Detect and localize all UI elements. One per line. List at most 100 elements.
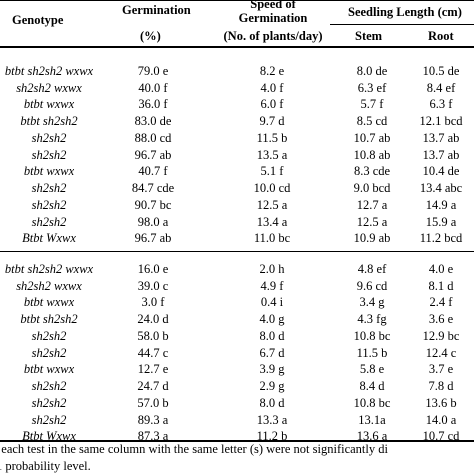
genotype-cell: btbt sh2sh2 [20,312,78,326]
germination-cell: 16.0 e [137,262,169,276]
root-cell: 10.5 de [422,64,460,78]
genotype-cell: sh2sh2 [31,329,67,343]
speed-cell: 3.9 g [259,362,285,376]
speed-cell: 2.9 g [259,379,285,393]
stem-cell: 8.4 d [359,379,385,393]
genotype-cell: sh2sh2 wxwx [16,279,82,293]
germination-cell: 90.7 bc [134,198,172,212]
header-germination-unit: (%) [140,29,161,43]
header-speed-unit: (No. of plants/day) [223,29,323,43]
seedling-rule [330,24,474,25]
genotype-cell: btbt wxwx [23,97,75,111]
root-cell: 12.4 c [425,346,457,360]
top-rule [0,0,474,1]
genotype-cell: btbt sh2sh2 wxwx [4,64,94,78]
footnote-line1: r each test in the same column with the … [0,442,388,456]
speed-cell: 2.0 h [259,262,285,276]
root-cell: 10.4 de [422,164,460,178]
root-cell: 13.4 abc [419,181,463,195]
speed-cell: 13.5 a [256,148,288,162]
stem-cell: 3.4 g [359,295,385,309]
germination-cell: 79.0 e [137,64,169,78]
header-stem: Stem [355,29,383,43]
speed-cell: 13.3 a [256,413,288,427]
germination-cell: 36.0 f [138,97,168,111]
genotype-cell: sh2sh2 [31,346,67,360]
germination-cell: 83.0 de [134,114,172,128]
speed-cell: 9.7 d [259,114,285,128]
stem-cell: 9.6 cd [356,279,388,293]
genotype-cell: sh2sh2 wxwx [16,81,82,95]
stem-cell: 12.5 a [356,215,388,229]
stem-cell: 8.3 cde [353,164,391,178]
germination-cell: 84.7 cde [131,181,175,195]
stem-cell: 5.8 e [359,362,385,376]
root-cell: 3.6 e [428,312,454,326]
germination-cell: 44.7 c [137,346,169,360]
stem-cell: 10.7 ab [353,131,391,145]
genotype-cell: sh2sh2 [31,148,67,162]
stem-cell: 10.9 ab [353,231,391,245]
root-cell: 15.9 a [425,215,457,229]
speed-cell: 4.0 g [259,312,285,326]
root-cell: 11.2 bcd [419,231,463,245]
speed-cell: 4.0 f [260,81,284,95]
header-rule [0,46,474,48]
speed-cell: 8.0 d [259,329,285,343]
genotype-cell: Btbt Wxwx [22,231,76,245]
germination-cell: 24.0 d [137,312,169,326]
germination-cell: 3.0 f [141,295,165,309]
genotype-cell: sh2sh2 [31,215,67,229]
stem-cell: 10.8 ab [353,148,391,162]
genotype-cell: sh2sh2 [31,198,67,212]
header-germination: Germination [122,3,191,17]
stem-cell: 11.5 b [356,346,388,360]
speed-cell: 8.2 e [259,64,285,78]
stem-cell: 10.8 bc [353,396,391,410]
group-divider-rule [0,251,474,252]
root-cell: 10.7 cd [422,429,460,443]
germination-cell: 24.7 d [137,379,169,393]
root-cell: 12.1 bcd [419,114,463,128]
speed-cell: 11.2 b [256,429,288,443]
genotype-cell: sh2sh2 [31,413,67,427]
genotype-cell: Btbt Wxwx [22,429,76,443]
germination-cell: 58.0 b [137,329,169,343]
stem-cell: 4.3 fg [357,312,387,326]
germination-cell: 89.3 a [137,413,169,427]
speed-cell: 6.0 f [260,97,284,111]
stem-cell: 10.8 bc [353,329,391,343]
stem-cell: 13.1a [358,413,386,427]
speed-cell: 0.4 i [260,295,284,309]
root-cell: 8.4 ef [426,81,456,95]
root-cell: 4.0 e [428,262,454,276]
genotype-cell: btbt sh2sh2 [20,114,78,128]
header-seedling-length: Seedling Length (cm) [348,5,462,19]
stem-cell: 4.8 ef [357,262,387,276]
root-cell: 8.1 d [428,279,454,293]
germination-cell: 57.0 b [137,396,169,410]
speed-cell: 5.1 f [260,164,284,178]
genotype-cell: btbt wxwx [23,362,75,376]
header-speed-line2: Germination [238,11,308,25]
speed-cell: 6.7 d [259,346,285,360]
header-genotype: Genotype [12,13,64,27]
stem-cell: 8.0 de [356,64,388,78]
stem-cell: 13.6 a [356,429,388,443]
header-speed-line1: Speed of [250,0,296,11]
germination-cell: 96.7 ab [134,148,172,162]
germination-cell: 39.0 c [137,279,169,293]
root-cell: 3.7 e [428,362,454,376]
root-cell: 12.9 bc [422,329,460,343]
root-cell: 13.6 b [425,396,457,410]
germination-cell: 40.0 f [138,81,168,95]
stem-cell: 6.3 ef [357,81,387,95]
root-cell: 14.0 a [425,413,457,427]
root-cell: 13.7 ab [422,148,460,162]
root-cell: 14.9 a [425,198,457,212]
germination-cell: 12.7 e [137,362,169,376]
germination-cell: 96.7 ab [134,231,172,245]
genotype-cell: sh2sh2 [31,379,67,393]
germination-cell: 87.3 a [137,429,169,443]
